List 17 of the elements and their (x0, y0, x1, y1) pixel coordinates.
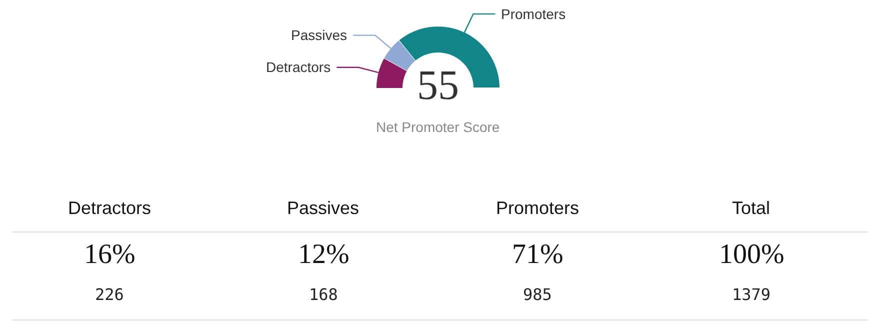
text: 100% (719, 239, 784, 270)
slice-label: Promoters (501, 6, 566, 22)
slice-label: Detractors (266, 59, 331, 75)
text: Net Promoter Score (376, 119, 500, 135)
text: 12% (298, 239, 350, 270)
category-label: Detractors (68, 198, 152, 218)
text: 16% (84, 239, 136, 270)
text: 55 (417, 63, 459, 109)
data-label: 985 (523, 285, 552, 304)
slice-label: Passives (291, 27, 348, 43)
data-label: 226 (95, 285, 124, 304)
text: 71% (512, 239, 564, 270)
data-label: 1379 (732, 285, 771, 304)
data-label: 168 (309, 285, 338, 304)
category-label: Passives (287, 198, 360, 218)
category-label: Total (732, 198, 770, 218)
category-label: Promoters (496, 198, 580, 218)
